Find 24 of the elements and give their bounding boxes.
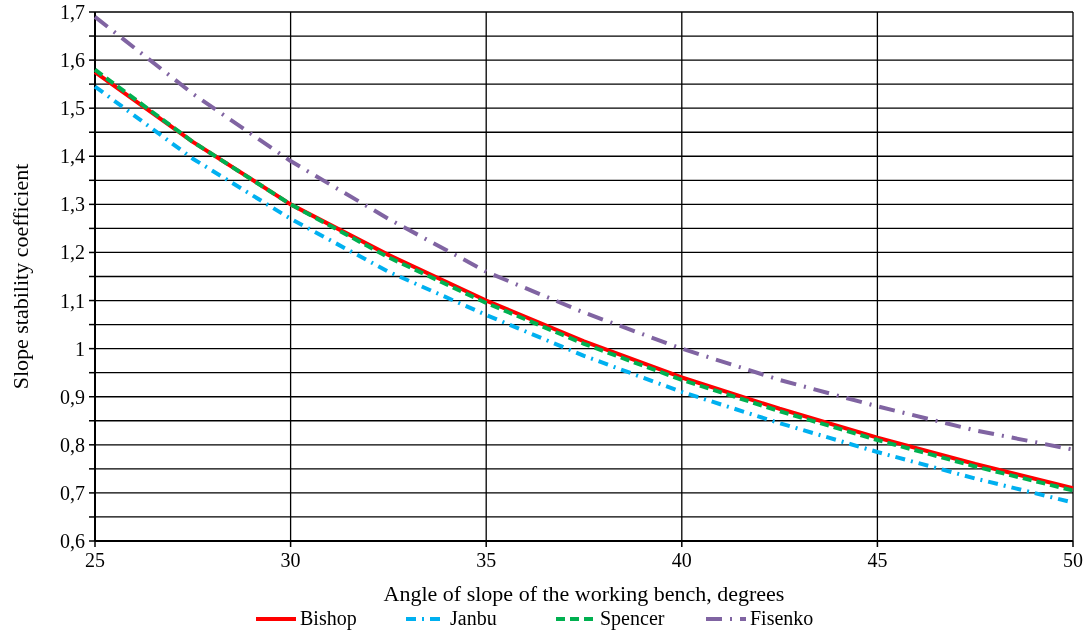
x-axis-title: Angle of slope of the working bench, degrees <box>383 581 785 606</box>
y-axis-title: Slope stability coefficient <box>8 163 33 390</box>
y-tick-label: 0,8 <box>60 433 85 456</box>
y-tick-label: 1,6 <box>60 49 85 72</box>
legend-label: Spencer <box>600 607 665 630</box>
y-tick-label: 0,9 <box>60 385 85 408</box>
x-tick-label: 45 <box>867 549 888 571</box>
y-tick-label: 1,2 <box>60 241 85 264</box>
y-tick-label: 0,7 <box>60 481 85 504</box>
y-tick-label: 0,6 <box>60 530 85 552</box>
y-tick-label: 1,5 <box>60 97 85 120</box>
x-tick-label: 25 <box>85 549 105 571</box>
legend-label: Fisenko <box>750 607 814 629</box>
y-tick-label: 1,4 <box>60 145 85 168</box>
x-tick-label: 40 <box>671 549 692 571</box>
legend-label: Janbu <box>450 607 497 629</box>
x-tick-label: 50 <box>1063 549 1083 571</box>
x-tick-label: 30 <box>280 549 301 571</box>
legend-label: Bishop <box>300 607 357 630</box>
y-tick-label: 1,1 <box>60 289 85 312</box>
y-tick-label: 1,7 <box>60 1 85 23</box>
y-tick-label: 1,3 <box>60 193 85 216</box>
x-tick-label: 35 <box>476 549 497 571</box>
y-tick-label: 1 <box>75 337 85 360</box>
